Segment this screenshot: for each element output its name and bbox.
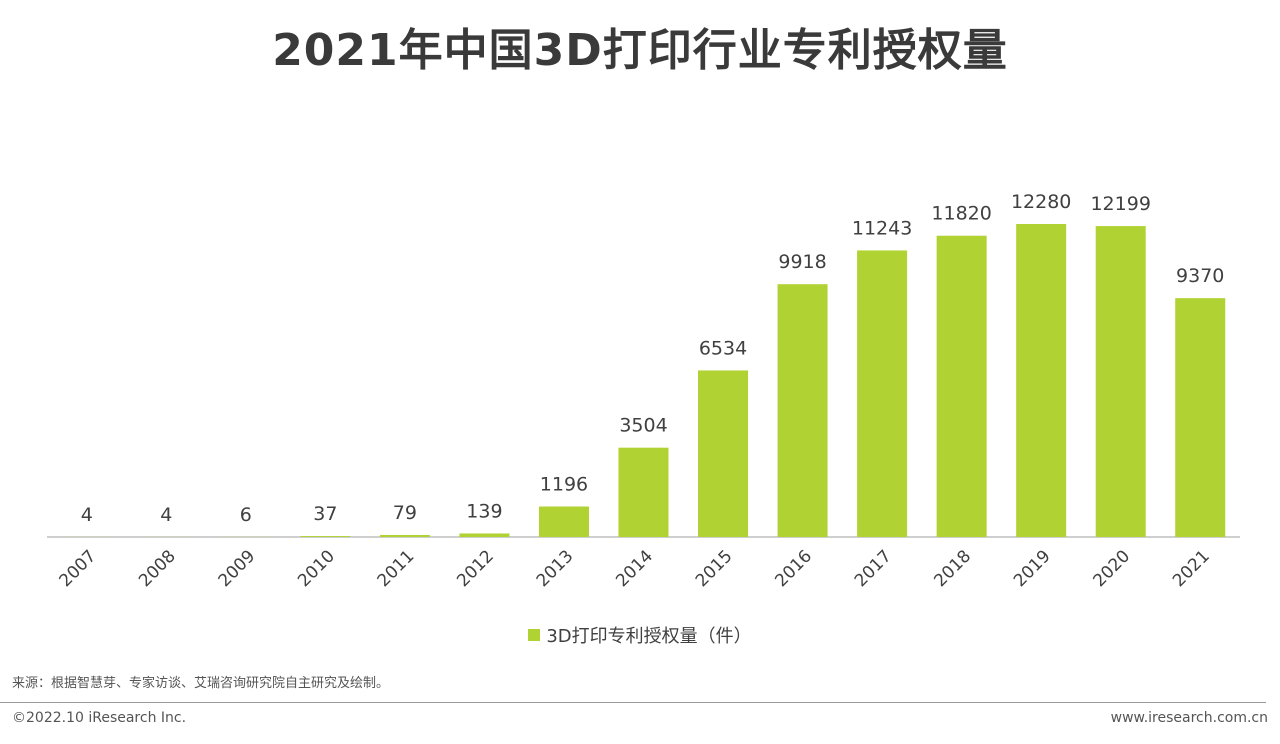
data-label: 4 — [81, 504, 93, 526]
data-label: 139 — [466, 500, 502, 522]
bar — [698, 370, 749, 537]
bar — [618, 447, 669, 537]
data-label: 11243 — [852, 217, 912, 239]
x-tick-label: 2021 — [1169, 546, 1214, 591]
chart-legend: 3D打印专利授权量（件） — [0, 622, 1280, 648]
bar — [1016, 224, 1067, 537]
data-label: 11820 — [931, 203, 991, 225]
x-tick-label: 2019 — [1010, 546, 1055, 591]
bar — [1095, 226, 1146, 537]
x-tick-label: 2016 — [771, 546, 816, 591]
legend-label: 3D打印专利授权量（件） — [546, 626, 752, 647]
bar — [300, 536, 351, 537]
data-label: 79 — [393, 502, 417, 524]
x-tick-label: 2020 — [1089, 546, 1134, 591]
x-tick-label: 2007 — [56, 546, 101, 591]
data-label: 9370 — [1176, 265, 1224, 287]
copyright-text: ©2022.10 iResearch Inc. — [12, 710, 187, 726]
legend-swatch — [528, 629, 541, 641]
x-tick-label: 2014 — [612, 546, 657, 591]
bar — [459, 533, 510, 537]
x-tick-label: 2008 — [135, 546, 180, 591]
data-label: 3504 — [619, 415, 667, 437]
x-tick-label: 2013 — [533, 546, 578, 591]
bar — [777, 284, 828, 537]
x-tick-label: 2010 — [294, 546, 339, 591]
data-label: 4 — [160, 504, 172, 526]
bar — [857, 250, 908, 537]
data-label: 37 — [313, 503, 337, 525]
bar — [538, 506, 589, 537]
source-note: 来源：根据智慧芽、专家访谈、艾瑞咨询研究院自主研究及绘制。 — [12, 676, 390, 691]
footer-divider — [0, 702, 1266, 703]
data-label: 1196 — [540, 474, 588, 496]
data-label: 12280 — [1011, 191, 1071, 213]
x-tick-label: 2015 — [692, 546, 737, 591]
chart-title: 2021年中国3D打印行业专利授权量 — [272, 25, 1008, 76]
data-label: 12199 — [1090, 193, 1150, 215]
x-tick-label: 2009 — [215, 546, 260, 591]
data-label: 6 — [240, 504, 252, 526]
bar — [379, 534, 430, 537]
bar — [936, 235, 987, 537]
bar-chart: 4 2007 4 2008 6 2009 37 2010 79 2011 139 2012 1196 20… — [47, 191, 1240, 591]
website-link[interactable]: www.iresearch.com.cn — [1110, 710, 1268, 726]
x-tick-label: 2012 — [453, 546, 498, 591]
bar — [1175, 298, 1226, 537]
x-tick-label: 2017 — [851, 546, 896, 591]
x-tick-label: 2018 — [930, 546, 975, 591]
data-label: 6534 — [699, 337, 747, 359]
x-tick-label: 2011 — [374, 546, 419, 591]
data-label: 9918 — [778, 251, 826, 273]
